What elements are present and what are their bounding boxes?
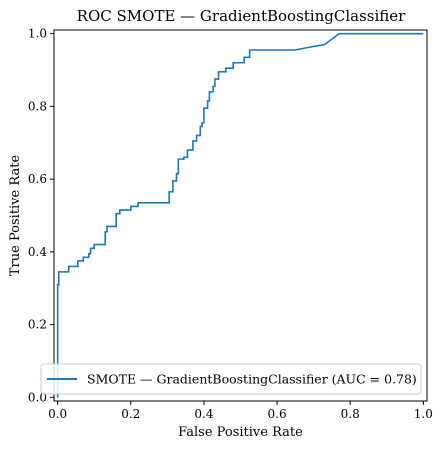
x-tick-label: 0.4	[194, 407, 213, 421]
x-axis-ticks: 0.0 0.2 0.4 0.6 0.8 1.0	[48, 401, 433, 421]
y-tick-label: 0.4	[28, 245, 47, 259]
x-tick-label: 1.0	[414, 407, 433, 421]
y-axis-label: True Positive Rate	[8, 155, 23, 277]
x-tick-label: 0.0	[48, 407, 67, 421]
y-tick-label: 0.8	[28, 99, 47, 113]
legend-label: SMOTE — GradientBoostingClassifier (AUC …	[87, 372, 417, 387]
legend: SMOTE — GradientBoostingClassifier (AUC …	[40, 363, 422, 395]
plot-frame	[53, 29, 428, 402]
x-tick-label: 0.6	[268, 407, 287, 421]
chart-title: ROC SMOTE — GradientBoostingClassifier	[77, 7, 406, 25]
roc-curve-line-0	[56, 32, 424, 398]
x-axis-label: False Positive Rate	[178, 425, 303, 440]
y-tick-label: 0.6	[28, 172, 47, 186]
y-tick-label: 0.2	[28, 318, 47, 332]
y-tick-label: 1.0	[28, 27, 47, 41]
series-layer	[56, 32, 424, 398]
legend-box	[40, 363, 422, 395]
plot-area: 0.0 0.2 0.4 0.6 0.8 1.0 0.0 0.2 0.4 0.6 0.8 1.0	[28, 27, 433, 421]
x-tick-label: 0.8	[341, 407, 360, 421]
x-tick-label: 0.2	[121, 407, 140, 421]
